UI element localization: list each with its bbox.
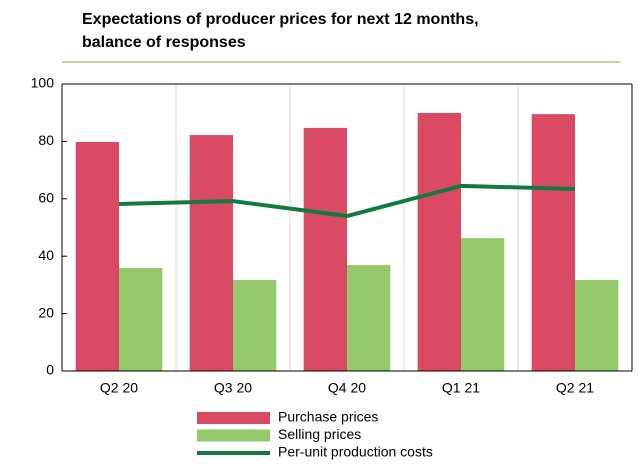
bar <box>233 280 277 371</box>
y-tick-label: 40 <box>38 247 54 263</box>
bar <box>75 141 119 371</box>
x-tick-label: Q2 21 <box>556 380 594 396</box>
chart-title: Expectations of producer prices for next… <box>82 11 479 28</box>
legend-label: Per-unit production costs <box>278 444 433 460</box>
bar <box>119 267 163 371</box>
chart-title: balance of responses <box>82 34 246 51</box>
x-tick-label: Q2 20 <box>100 380 138 396</box>
x-tick-label: Q1 21 <box>442 380 480 396</box>
x-tick-label: Q4 20 <box>328 380 366 396</box>
legend-swatch <box>197 429 270 442</box>
bar <box>531 114 575 371</box>
y-tick-label: 80 <box>38 132 54 148</box>
bar <box>347 265 391 371</box>
x-tick-label: Q3 20 <box>214 380 252 396</box>
legend-label: Purchase prices <box>278 409 378 425</box>
y-tick-label: 100 <box>31 75 55 91</box>
y-tick-label: 20 <box>38 304 54 320</box>
bar <box>461 238 505 371</box>
line-series <box>118 183 576 219</box>
y-tick-label: 0 <box>46 362 54 378</box>
legend-label: Selling prices <box>278 426 361 442</box>
bar <box>189 135 233 371</box>
y-tick-label: 60 <box>38 190 54 206</box>
bar <box>303 127 347 371</box>
bar <box>575 280 619 371</box>
legend-swatch <box>197 412 270 424</box>
bar <box>417 112 461 371</box>
